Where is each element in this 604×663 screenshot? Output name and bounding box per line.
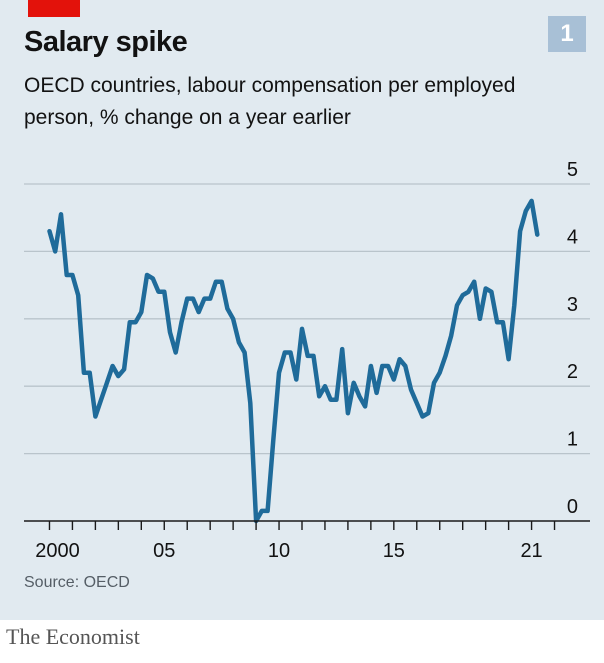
y-tick-label-1: 1 (567, 429, 578, 451)
x-tick-label-2015: 15 (383, 540, 405, 562)
chart-panel (0, 0, 604, 620)
y-tick-label-2: 2 (567, 361, 578, 383)
source-note: Source: OECD (24, 574, 130, 591)
chart-subtitle: OECD countries, labour compensation per … (24, 74, 516, 129)
x-tick-label-2010: 10 (268, 540, 290, 562)
y-tick-label-3: 3 (567, 294, 578, 316)
chart-title: Salary spike (24, 26, 188, 58)
y-tick-label-0: 0 (567, 496, 578, 518)
x-tick-label-2021: 21 (520, 540, 542, 562)
brand-logo-text: The Economist (6, 624, 140, 649)
chart-number-badge: 1 (548, 16, 586, 52)
x-tick-label-2000: 2000 (35, 540, 80, 562)
y-tick-label-5: 5 (567, 159, 578, 181)
x-tick-label-2005: 05 (153, 540, 175, 562)
y-tick-label-4: 4 (567, 226, 578, 248)
red-tag-decoration (28, 0, 80, 17)
line-chart: 0 1 2 3 4 5 2000 05 10 15 21 (24, 159, 590, 562)
series-line-labour-compensation (47, 198, 540, 524)
